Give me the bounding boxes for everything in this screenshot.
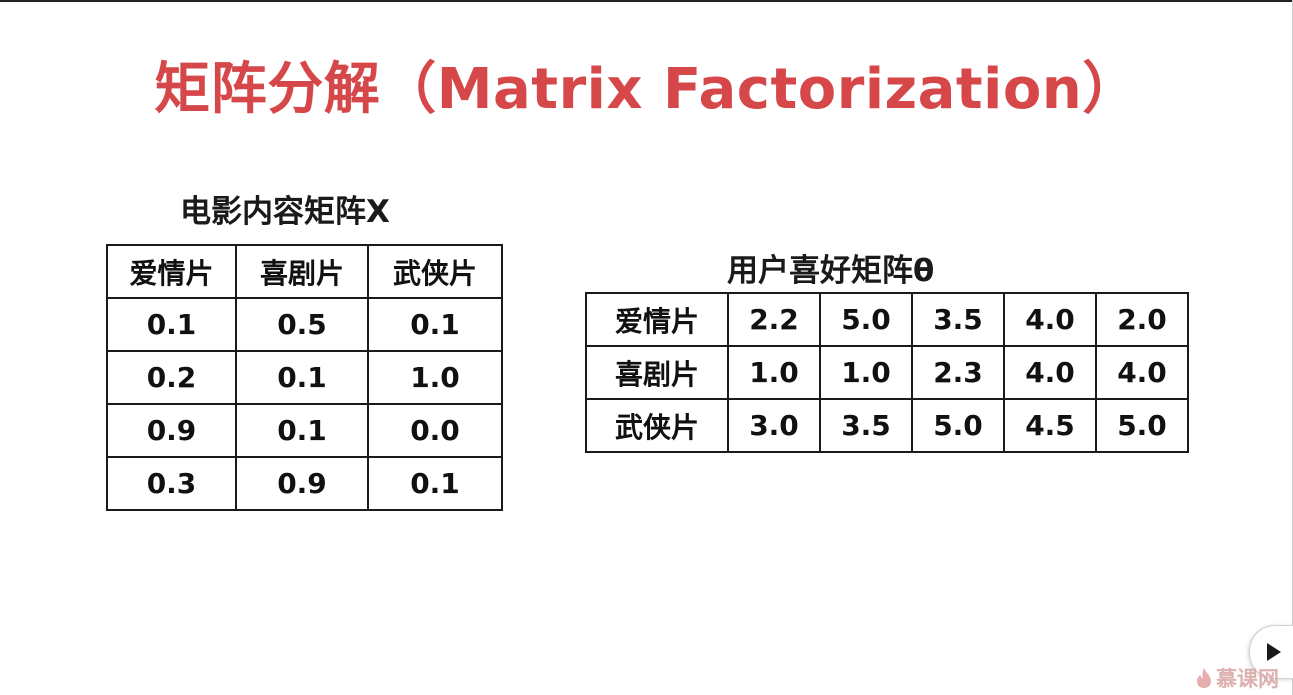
- row-header: 喜剧片: [585, 345, 729, 400]
- table-cell: 5.0: [819, 292, 913, 347]
- table-cell: 4.0: [1003, 292, 1097, 347]
- table-cell: 0.1: [106, 297, 237, 352]
- user-matrix-caption: 用户喜好矩阵θ: [727, 253, 935, 289]
- table-row: 0.3 0.9 0.1: [106, 456, 503, 511]
- table-cell: 2.0: [1095, 292, 1189, 347]
- table-cell: 0.1: [367, 456, 503, 511]
- user-preference-matrix-table: 爱情片 2.2 5.0 3.5 4.0 2.0 喜剧片 1.0 1.0 2.3 …: [585, 292, 1189, 453]
- watermark-text: 慕课网: [1216, 667, 1279, 691]
- movie-matrix-caption: 电影内容矩阵X: [180, 194, 390, 230]
- row-header: 爱情片: [585, 292, 729, 347]
- table-cell: 4.5: [1003, 398, 1097, 453]
- table-header-row: 爱情片 喜剧片 武侠片: [106, 244, 503, 299]
- table-cell: 0.3: [106, 456, 237, 511]
- table-cell: 0.5: [235, 297, 369, 352]
- table-cell: 0.9: [235, 456, 369, 511]
- table-cell: 0.1: [235, 350, 369, 405]
- slide-title: 矩阵分解（Matrix Factorization）: [154, 57, 1139, 122]
- table-cell: 2.2: [727, 292, 821, 347]
- table-row: 0.1 0.5 0.1: [106, 297, 503, 352]
- table-row: 爱情片 2.2 5.0 3.5 4.0 2.0: [585, 292, 1189, 347]
- table-cell: 1.0: [727, 345, 821, 400]
- play-icon: [1267, 643, 1281, 661]
- table-cell: 0.2: [106, 350, 237, 405]
- table-row: 0.2 0.1 1.0: [106, 350, 503, 405]
- column-header: 喜剧片: [235, 244, 369, 299]
- table-cell: 1.0: [819, 345, 913, 400]
- table-row: 喜剧片 1.0 1.0 2.3 4.0 4.0: [585, 345, 1189, 400]
- row-header: 武侠片: [585, 398, 729, 453]
- table-cell: 3.5: [911, 292, 1005, 347]
- table-cell: 5.0: [911, 398, 1005, 453]
- table-cell: 0.1: [235, 403, 369, 458]
- table-cell: 3.5: [819, 398, 913, 453]
- table-row: 武侠片 3.0 3.5 5.0 4.5 5.0: [585, 398, 1189, 453]
- table-cell: 0.1: [367, 297, 503, 352]
- table-row: 0.9 0.1 0.0: [106, 403, 503, 458]
- movie-content-matrix-table: 爱情片 喜剧片 武侠片 0.1 0.5 0.1 0.2 0.1 1.0 0.9 …: [106, 244, 503, 511]
- column-header: 武侠片: [367, 244, 503, 299]
- table-cell: 3.0: [727, 398, 821, 453]
- column-header: 爱情片: [106, 244, 237, 299]
- flame-logo-icon: [1197, 668, 1211, 688]
- table-cell: 0.9: [106, 403, 237, 458]
- table-cell: 0.0: [367, 403, 503, 458]
- table-cell: 1.0: [367, 350, 503, 405]
- table-cell: 5.0: [1095, 398, 1189, 453]
- table-cell: 4.0: [1095, 345, 1189, 400]
- play-button[interactable]: [1249, 625, 1293, 679]
- top-border: [0, 0, 1293, 2]
- table-cell: 2.3: [911, 345, 1005, 400]
- watermark: 慕课网: [1196, 665, 1279, 691]
- table-cell: 4.0: [1003, 345, 1097, 400]
